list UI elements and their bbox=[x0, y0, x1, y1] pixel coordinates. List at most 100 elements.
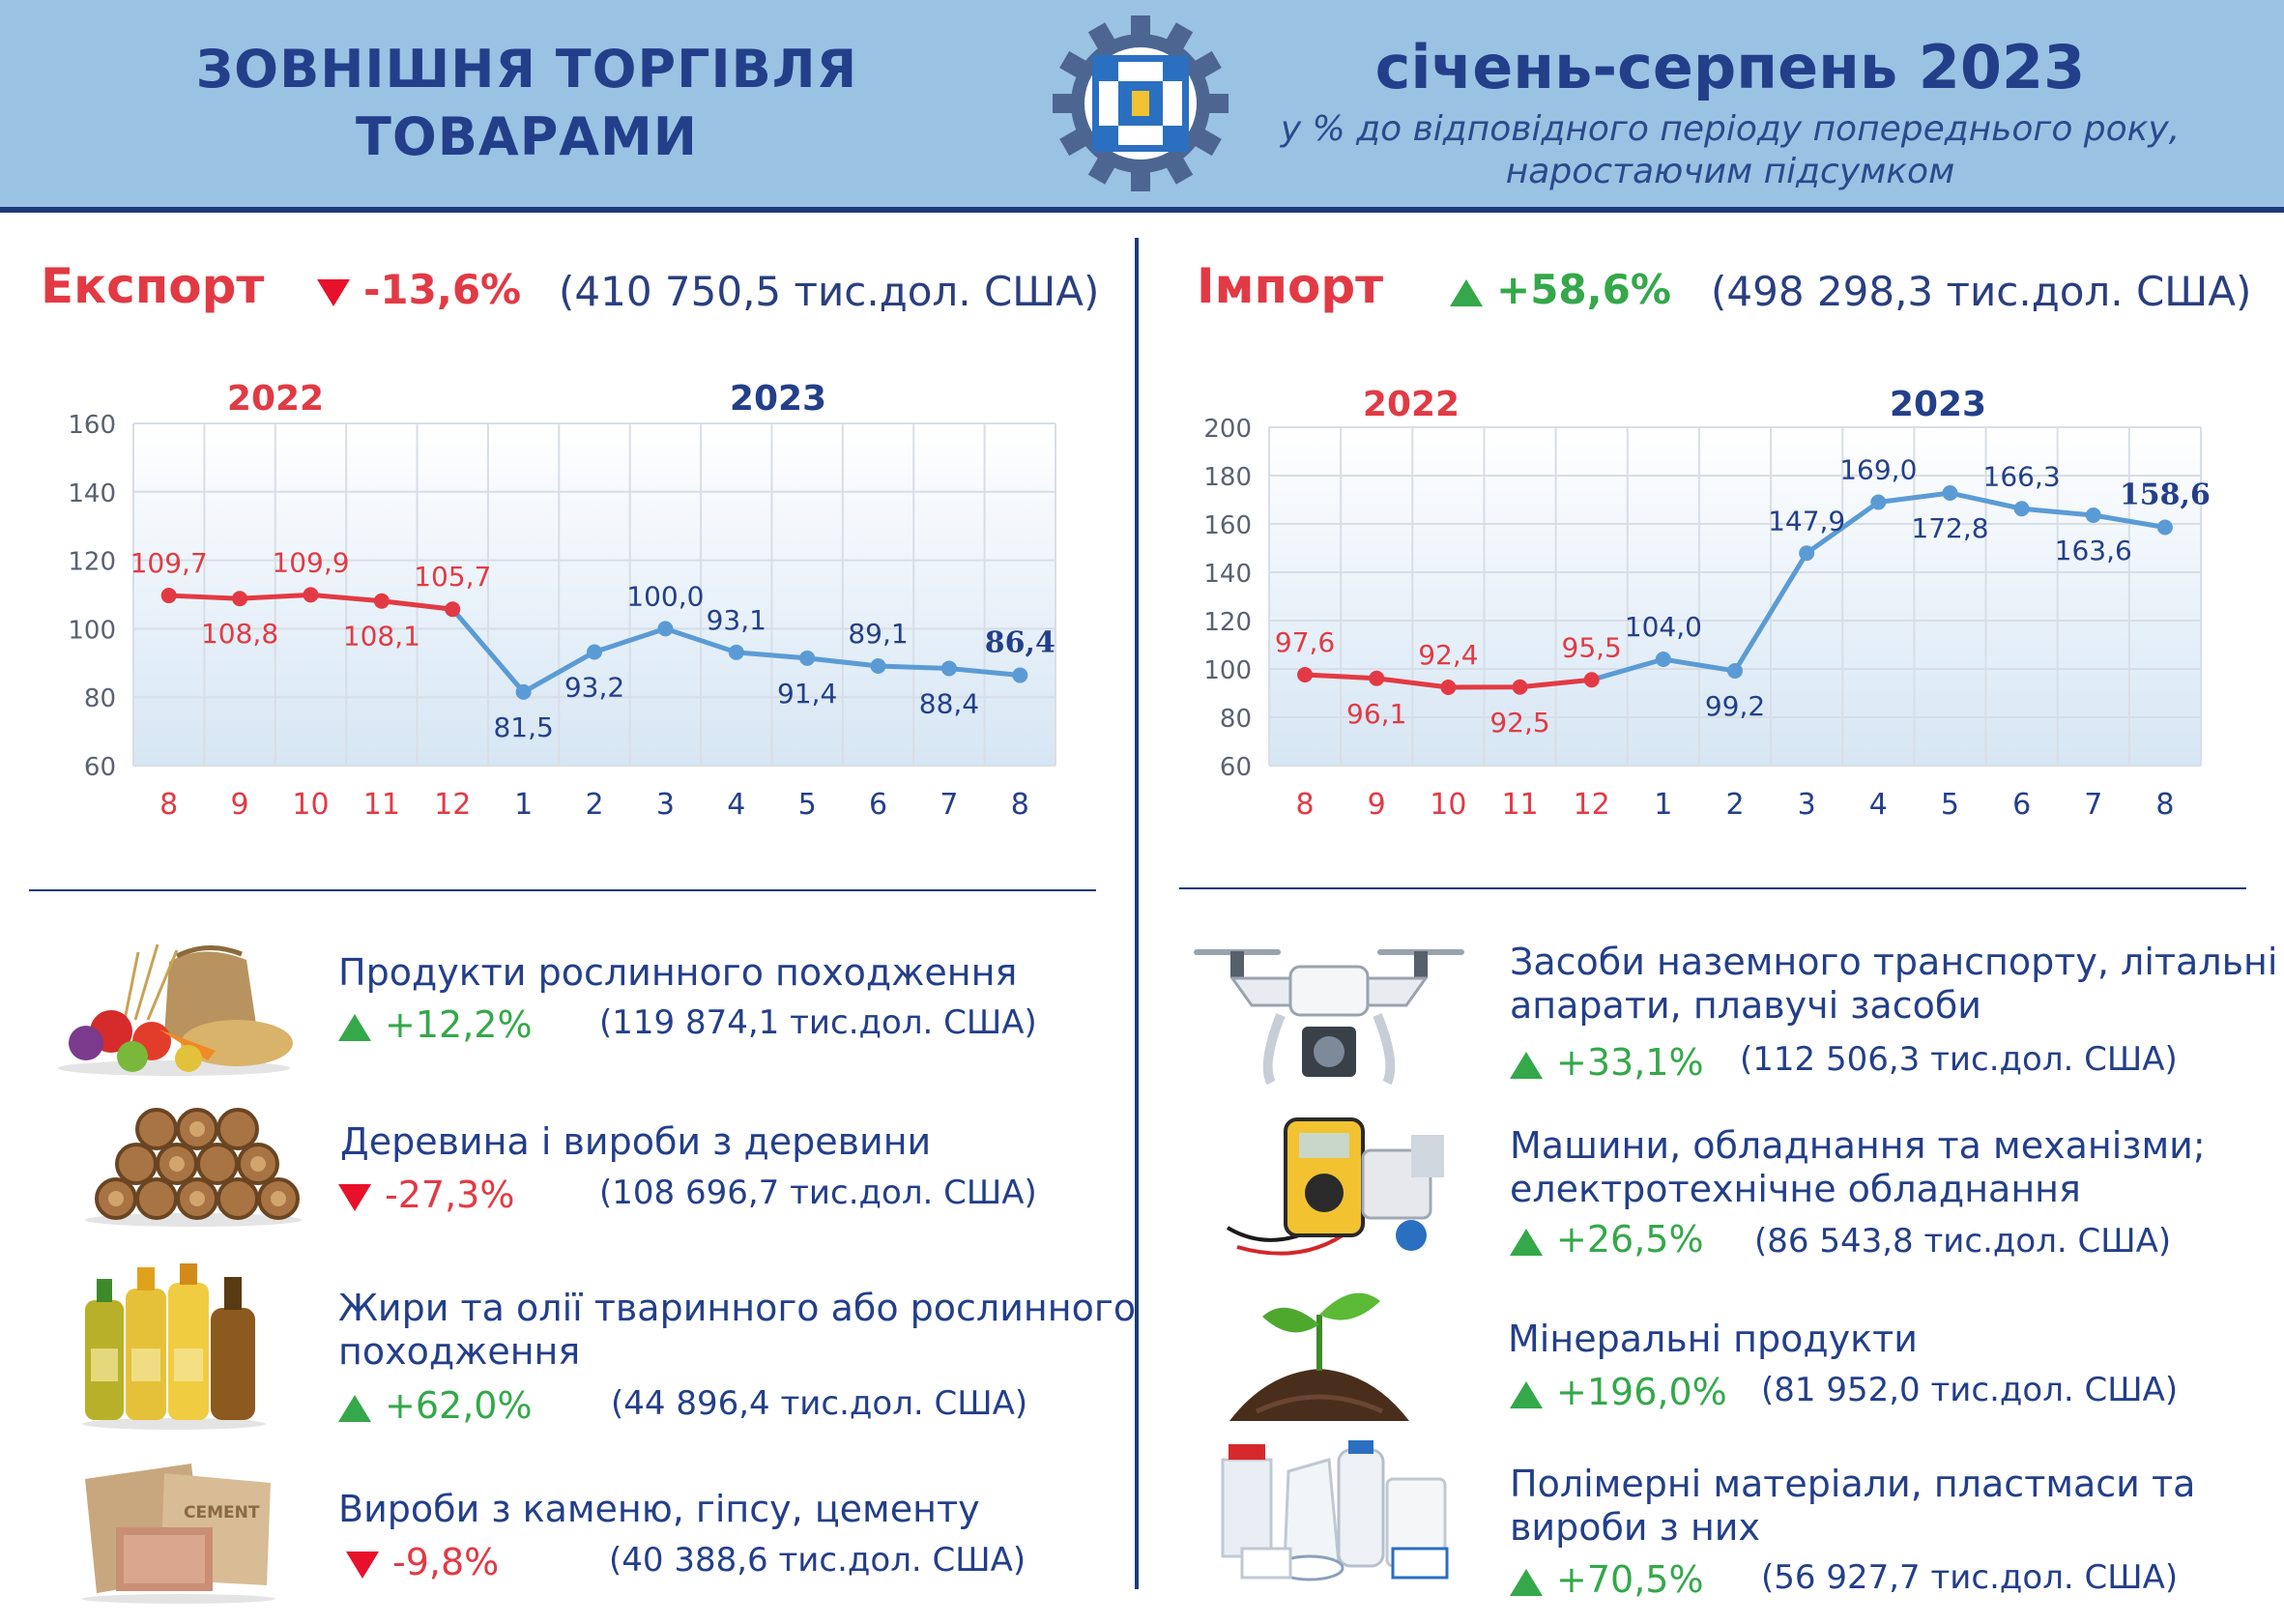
year-label-2022: 2022 bbox=[227, 379, 324, 419]
x-tick-label: 1 bbox=[514, 788, 533, 822]
data-label: 172,8 bbox=[1911, 512, 1988, 544]
export-item-4-change: -9,8% bbox=[346, 1541, 499, 1583]
data-label: 89,1 bbox=[848, 618, 908, 650]
firewood-logs-icon bbox=[85, 1108, 302, 1227]
data-label: 99,2 bbox=[1705, 690, 1765, 722]
data-point bbox=[160, 588, 177, 604]
x-tick-label: 11 bbox=[363, 788, 400, 822]
x-tick-label: 8 bbox=[2155, 788, 2174, 822]
import-total: (498 298,3 тис.дол. США) bbox=[1711, 268, 2252, 315]
import-item-2-name-line1: Машини, обладнання та механізми; bbox=[1510, 1124, 2206, 1167]
export-total: (410 750,5 тис.дол. США) bbox=[559, 268, 1100, 315]
data-point bbox=[1799, 545, 1815, 562]
data-point bbox=[870, 657, 886, 674]
data-label: 109,9 bbox=[272, 546, 349, 578]
import-item-2-change: +26,5% bbox=[1510, 1218, 1704, 1261]
data-label: 93,1 bbox=[707, 604, 766, 636]
export-item-3-name-line2: походження bbox=[338, 1330, 581, 1373]
drone-icon bbox=[1194, 949, 1464, 1086]
x-tick-label: 4 bbox=[727, 788, 745, 822]
x-tick-label: 8 bbox=[159, 788, 178, 822]
data-point bbox=[1012, 667, 1028, 683]
data-point bbox=[1942, 485, 1958, 501]
import-item-3-sum: (81 952,0 тис.дол. США) bbox=[1761, 1371, 2179, 1409]
import-item-1-change-value: +33,1% bbox=[1556, 1041, 1704, 1084]
period-note-line1: у % до відповідного періоду попереднього… bbox=[1280, 109, 2181, 149]
x-tick-label: 4 bbox=[1869, 788, 1888, 822]
x-tick-label: 10 bbox=[292, 788, 329, 822]
up-arrow-icon bbox=[1450, 278, 1483, 306]
y-tick-label: 160 bbox=[68, 411, 116, 440]
period-note-line2: наростаючим підсумком bbox=[1505, 152, 1955, 191]
x-tick-label: 3 bbox=[1798, 788, 1816, 822]
import-item-2-change-value: +26,5% bbox=[1556, 1218, 1704, 1261]
import-item-4-change: +70,5% bbox=[1510, 1558, 1704, 1601]
data-label: 109,7 bbox=[130, 547, 208, 579]
export-item-1-change-value: +12,2% bbox=[385, 1003, 533, 1046]
x-tick-label: 12 bbox=[1574, 788, 1610, 822]
data-point bbox=[587, 644, 602, 660]
y-tick-label: 80 bbox=[1220, 705, 1252, 734]
export-separator bbox=[29, 889, 1096, 891]
data-point bbox=[2156, 519, 2173, 536]
data-point bbox=[728, 644, 744, 660]
export-item-2-change: -27,3% bbox=[338, 1174, 514, 1216]
import-item-4-change-value: +70,5% bbox=[1556, 1558, 1704, 1601]
import-item-3-name: Мінеральні продукти bbox=[1508, 1318, 1918, 1360]
y-tick-label: 180 bbox=[1203, 463, 1252, 492]
up-arrow-icon bbox=[1510, 1228, 1543, 1256]
export-item-4-name: Вироби з каменю, гіпсу, цементу bbox=[338, 1488, 980, 1530]
data-point bbox=[940, 660, 957, 677]
up-arrow-icon bbox=[1510, 1380, 1543, 1408]
data-label: 108,8 bbox=[201, 618, 278, 650]
y-tick-label: 140 bbox=[68, 479, 116, 508]
y-tick-label: 200 bbox=[1203, 415, 1252, 444]
x-tick-label: 8 bbox=[1296, 788, 1315, 822]
up-arrow-icon bbox=[338, 1013, 371, 1041]
x-tick-label: 8 bbox=[1011, 788, 1029, 822]
year-label-2023: 2023 bbox=[1890, 385, 1986, 424]
export-item-1-sum: (119 874,1 тис.дол. США) bbox=[599, 1003, 1037, 1042]
export-item-4-change-value: -9,8% bbox=[392, 1541, 500, 1583]
data-label: 81,5 bbox=[493, 711, 553, 743]
up-arrow-icon bbox=[1510, 1051, 1543, 1079]
export-item-3-name-line1: Жири та олії тваринного або рослинного bbox=[338, 1287, 1137, 1329]
down-arrow-icon bbox=[338, 1183, 371, 1211]
data-point bbox=[1727, 663, 1743, 679]
data-point bbox=[515, 683, 532, 700]
import-change: +58,6% bbox=[1450, 261, 1671, 319]
data-label: 92,5 bbox=[1489, 707, 1549, 739]
data-point bbox=[373, 593, 390, 609]
data-point bbox=[1369, 670, 1385, 686]
import-item-2-name-line2: електротехнічне обладнання bbox=[1510, 1168, 2081, 1210]
y-tick-label: 120 bbox=[68, 548, 116, 577]
import-item-1-name-line2: апарати, плавучі засоби bbox=[1510, 984, 1981, 1027]
y-tick-label: 100 bbox=[68, 616, 116, 645]
data-point bbox=[303, 587, 319, 603]
y-tick-label: 140 bbox=[1203, 560, 1252, 589]
data-point bbox=[1870, 494, 1887, 510]
export-item-3-sum: (44 896,4 тис.дол. США) bbox=[611, 1384, 1028, 1423]
export-change-value: -13,6% bbox=[363, 266, 522, 313]
export-item-2-name: Деревина і вироби з деревини bbox=[340, 1120, 932, 1163]
x-tick-label: 5 bbox=[798, 788, 817, 822]
data-label: 96,1 bbox=[1346, 698, 1406, 730]
data-label: 104,0 bbox=[1625, 611, 1702, 643]
data-label: 97,6 bbox=[1275, 626, 1335, 658]
data-point bbox=[1297, 667, 1314, 682]
data-point bbox=[1440, 680, 1457, 695]
x-tick-label: 6 bbox=[869, 788, 887, 822]
section-divider bbox=[1135, 238, 1139, 1589]
x-tick-label: 7 bbox=[2084, 788, 2102, 822]
y-tick-label: 80 bbox=[84, 684, 116, 713]
y-tick-label: 100 bbox=[1203, 656, 1252, 685]
plot-area bbox=[1269, 427, 2201, 766]
import-separator bbox=[1179, 887, 2246, 889]
import-item-1-name-line1: Засоби наземного транспорту, літальні bbox=[1510, 941, 2278, 983]
data-point bbox=[2085, 508, 2101, 523]
data-label: 86,4 bbox=[985, 626, 1055, 660]
data-point bbox=[1655, 652, 1671, 667]
import-title: Імпорт bbox=[1197, 258, 1384, 314]
